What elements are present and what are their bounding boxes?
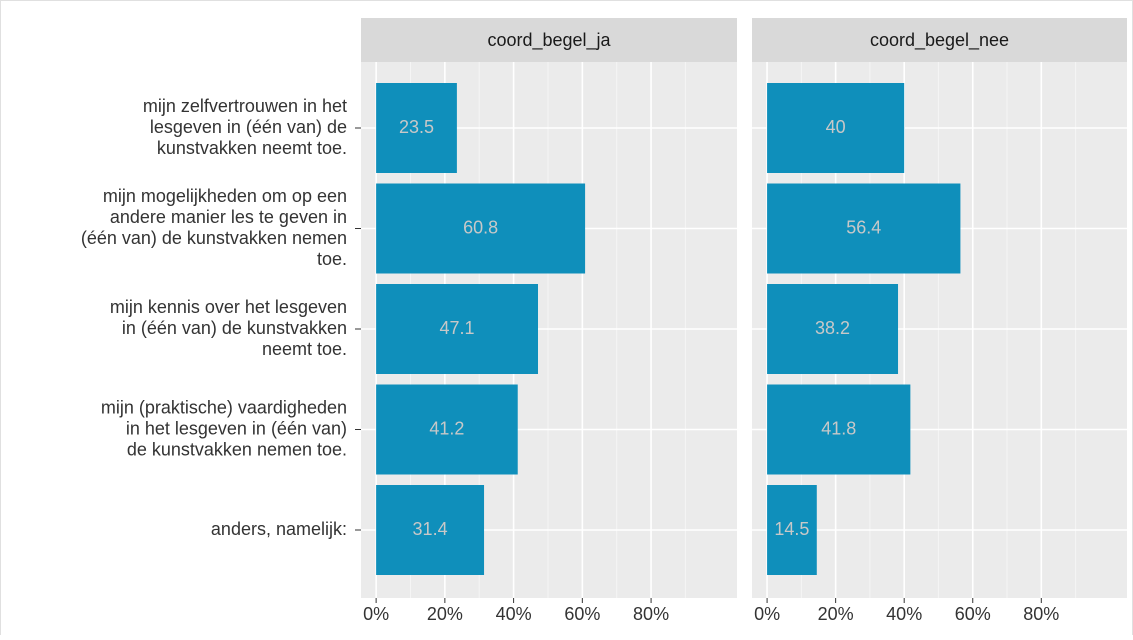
y-tick-label: mijn zelfvertrouwen in het lesgeven in (é… [143, 96, 347, 158]
y-tick-label: mijn (praktische) vaardigheden in het les… [101, 397, 347, 459]
x-tick-label: 0% [363, 604, 389, 624]
y-tick-label-line: in het lesgeven in (één van) [126, 418, 347, 438]
y-tick-label-line: neemt toe. [262, 339, 347, 359]
value-label: 47.1 [440, 318, 475, 338]
y-tick-label-line: mijn kennis over het lesgeven [110, 297, 347, 317]
y-tick-label-line: toe. [317, 249, 347, 269]
y-tick-label-line: in (één van) de kunstvakken [122, 318, 347, 338]
value-label: 60.8 [463, 217, 498, 237]
y-tick-label-line: (één van) de kunstvakken nemen [81, 228, 347, 248]
y-tick-label: anders, namelijk: [211, 519, 347, 539]
facet-label: coord_begel_nee [870, 30, 1009, 51]
y-tick-label-line: de kunstvakken nemen toe. [127, 439, 347, 459]
y-tick-label-line: mijn (praktische) vaardigheden [101, 397, 347, 417]
x-tick-label: 40% [496, 604, 532, 624]
bar [767, 284, 899, 374]
y-tick-label: mijn kennis over het lesgeven in (één van… [110, 297, 347, 359]
strip [752, 18, 1127, 62]
value-label: 31.4 [413, 519, 448, 539]
x-tick-label: 60% [564, 604, 600, 624]
facet-label: coord_begel_ja [487, 30, 611, 51]
bar [376, 485, 485, 575]
bar [376, 83, 457, 173]
y-tick-label: mijn mogelijkheden om op een andere manie… [81, 186, 347, 269]
value-label: 56.4 [846, 217, 881, 237]
bar [376, 284, 539, 374]
value-label: 14.5 [774, 519, 809, 539]
strip [361, 18, 737, 62]
bar [767, 183, 961, 274]
y-tick-label-line: kunstvakken neemt toe. [157, 138, 347, 158]
value-label: 40 [826, 117, 846, 137]
x-tick-label: 20% [818, 604, 854, 624]
value-label: 38.2 [815, 318, 850, 338]
bar [376, 384, 518, 475]
y-tick-label-line: mijn mogelijkheden om op een [103, 186, 347, 206]
y-tick-label-line: andere manier les te geven in [110, 207, 347, 227]
value-label: 23.5 [399, 117, 434, 137]
y-tick-label-line: anders, namelijk: [211, 519, 347, 539]
x-tick-label: 60% [955, 604, 991, 624]
bar [767, 384, 911, 475]
x-tick-label: 0% [754, 604, 780, 624]
x-tick-label: 80% [633, 604, 669, 624]
bar [767, 83, 905, 173]
bar [767, 485, 817, 575]
x-tick-label: 40% [886, 604, 922, 624]
x-tick-label: 80% [1023, 604, 1059, 624]
y-tick-label-line: lesgeven in (één van) de [150, 117, 347, 137]
value-label: 41.2 [429, 418, 464, 438]
x-tick-label: 20% [427, 604, 463, 624]
bar [376, 183, 586, 274]
value-label: 41.8 [821, 418, 856, 438]
y-tick-label-line: mijn zelfvertrouwen in het [143, 96, 347, 116]
